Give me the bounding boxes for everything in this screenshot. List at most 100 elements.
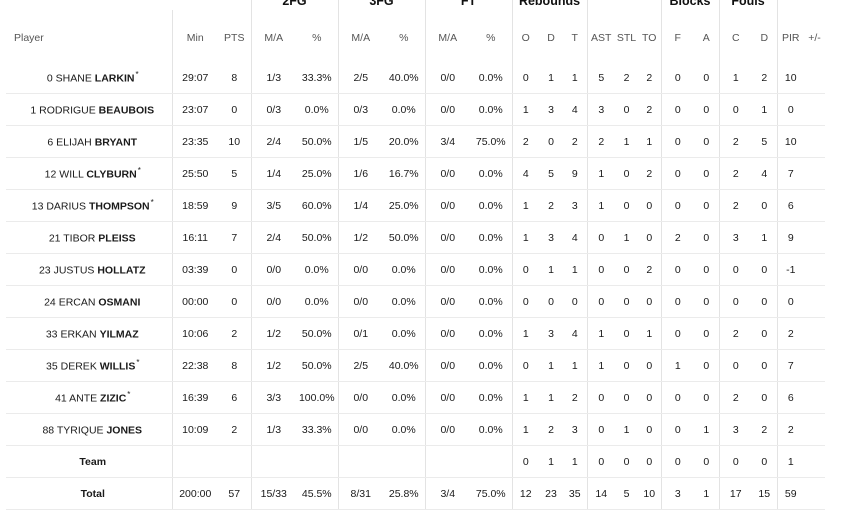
col-2fg-ma[interactable]: M/A <box>250 10 296 62</box>
cell-ft-ma: 0/0 <box>424 413 470 446</box>
player-cell[interactable]: 88 TYRIQUE JONES <box>6 413 172 446</box>
player-row[interactable]: 33 ERKAN YILMAZ 10:06 2 1/2 50.0% 0/1 0.0% 0/0 0… <box>6 317 825 350</box>
cell-blk-f: 0 <box>660 157 694 190</box>
cell-min: 10:09 <box>171 413 218 446</box>
player-first-name: ELIJAH <box>56 136 92 149</box>
player-cell[interactable]: 1 RODRIGUE BEAUBOIS <box>6 93 172 126</box>
cell-fg2-pct: 45.5% <box>296 477 338 510</box>
cell-ft-ma: 0/0 <box>424 189 470 222</box>
col-ft-pct[interactable]: % <box>486 32 496 44</box>
cell-to: 10 <box>638 477 661 510</box>
cell-fg2-pct: 50.0% <box>296 125 338 158</box>
col-ast[interactable]: AST <box>586 10 615 62</box>
player-row[interactable]: 12 WILL CLYBURN* 25:50 5 1/4 25.0% 1/6 16.7% 0/… <box>6 157 825 190</box>
player-cell[interactable]: 24 ERCAN OSMANI <box>6 285 172 318</box>
cell-pm <box>804 381 825 414</box>
cell-fg2-ma <box>250 445 296 478</box>
col-plus-minus[interactable]: +/- <box>808 32 821 44</box>
cell-foul-d: 5 <box>752 125 777 158</box>
player-cell[interactable]: 6 ELIJAH BRYANT <box>6 125 172 158</box>
col-foul-c[interactable]: C <box>718 10 752 62</box>
player-last-name: YILMAZ <box>99 328 139 341</box>
cell-min: 29:07 <box>171 62 218 94</box>
col-stl[interactable]: STL <box>616 32 637 44</box>
col-player[interactable]: Player <box>14 32 44 44</box>
player-cell[interactable]: 12 WILL CLYBURN* <box>6 157 172 190</box>
col-2fg-pct[interactable]: % <box>312 32 322 44</box>
cell-foul-d: 1 <box>752 221 777 254</box>
col-pir[interactable]: PIR <box>776 10 804 62</box>
col-pts[interactable]: PTS <box>224 32 245 44</box>
player-row[interactable]: 21 TIBOR PLEISS 16:11 7 2/4 50.0% 1/2 50.0% 0/0… <box>6 221 825 254</box>
cell-foul-c: 0 <box>718 93 752 126</box>
cell-blk-a: 0 <box>694 381 719 414</box>
cell-ast: 2 <box>586 125 615 158</box>
player-row[interactable]: 1 RODRIGUE BEAUBOIS 23:07 0 0/3 0.0% 0/3 0.0% 0… <box>6 93 825 126</box>
player-row[interactable]: 6 ELIJAH BRYANT 23:35 10 2/4 50.0% 1/5 20.0% 3/… <box>6 125 825 158</box>
player-first-name: DEREK <box>60 360 97 373</box>
col-ft-ma[interactable]: M/A <box>424 10 470 62</box>
cell-pm <box>804 349 825 382</box>
cell-ft-ma: 0/0 <box>424 253 470 286</box>
col-reb-d[interactable]: D <box>547 32 555 44</box>
box-score-body: 0 SHANE LARKIN* 29:07 8 1/3 33.3% 2/5 40.0% 0/0… <box>6 62 825 510</box>
cell-fg3-pct: 0.0% <box>383 381 425 414</box>
player-row[interactable]: 35 DEREK WILLIS* 22:38 8 1/2 50.0% 2/5 40.0% 0/… <box>6 349 825 382</box>
col-reb-o[interactable]: O <box>511 10 539 62</box>
player-row[interactable]: 24 ERCAN OSMANI 00:00 0 0/0 0.0% 0/0 0.0% 0/0 0.… <box>6 285 825 318</box>
col-foul-d[interactable]: D <box>760 32 769 44</box>
cell-ft-pct: 0.0% <box>470 413 512 446</box>
cell-pts: 2 <box>218 413 251 446</box>
col-3fg-ma[interactable]: M/A <box>337 10 383 62</box>
cell-t: 1 <box>563 62 587 94</box>
col-blk-f[interactable]: F <box>660 10 694 62</box>
cell-ast: 1 <box>586 317 615 350</box>
col-to[interactable]: TO <box>642 32 657 44</box>
col-blk-a[interactable]: A <box>702 32 710 44</box>
cell-min: 25:50 <box>171 157 218 190</box>
cell-o: 1 <box>511 413 539 446</box>
cell-o: 0 <box>511 62 539 94</box>
player-cell[interactable]: 13 DARIUS THOMPSON* <box>6 189 172 222</box>
player-cell[interactable]: 41 ANTE ZIZIC* <box>6 381 172 414</box>
cell-ft-ma: 0/0 <box>424 93 470 126</box>
player-cell[interactable]: 21 TIBOR PLEISS <box>6 221 172 254</box>
player-cell[interactable]: 0 SHANE LARKIN* <box>6 62 172 94</box>
cell-min: 23:07 <box>171 93 218 126</box>
player-first-name: TYRIQUE <box>56 424 104 437</box>
cell-ft-pct: 0.0% <box>470 93 512 126</box>
cell-t: 35 <box>563 477 587 510</box>
cell-o: 2 <box>511 125 539 158</box>
player-cell[interactable]: 35 DEREK WILLIS* <box>6 349 172 382</box>
col-reb-t[interactable]: T <box>571 32 578 44</box>
cell-foul-c: 3 <box>718 221 752 254</box>
cell-to: 2 <box>638 157 661 190</box>
col-min[interactable]: Min <box>171 10 218 62</box>
cell-foul-c: 0 <box>718 253 752 286</box>
cell-pts: 2 <box>218 317 251 350</box>
cell-blk-a: 0 <box>694 445 719 478</box>
cell-ft-ma: 0/0 <box>424 349 470 382</box>
cell-foul-d: 0 <box>752 349 777 382</box>
player-row[interactable]: 88 TYRIQUE JONES 10:09 2 1/3 33.3% 0/0 0.0% 0/0… <box>6 413 825 446</box>
cell-fg3-pct: 20.0% <box>383 125 425 158</box>
cell-d: 2 <box>539 189 563 222</box>
cell-pm <box>804 62 825 94</box>
player-row[interactable]: 23 JUSTUS HOLLATZ 03:39 0 0/0 0.0% 0/0 0.0% 0/0… <box>6 253 825 286</box>
player-row[interactable]: 0 SHANE LARKIN* 29:07 8 1/3 33.3% 2/5 40.0% 0/0… <box>6 62 825 94</box>
player-row[interactable]: 13 DARIUS THOMPSON* 18:59 9 3/5 60.0% 1/4 25.0… <box>6 189 825 222</box>
cell-ft-pct: 0.0% <box>470 62 512 94</box>
cell-fg3-pct: 40.0% <box>383 349 425 382</box>
cell-ft-pct: 0.0% <box>470 381 512 414</box>
cell-blk-a: 1 <box>694 477 719 510</box>
cell-fg3-pct: 0.0% <box>383 413 425 446</box>
col-3fg-pct[interactable]: % <box>399 32 409 44</box>
cell-fg3-ma: 2/5 <box>337 62 383 94</box>
cell-stl: 2 <box>615 62 638 94</box>
player-cell[interactable]: 23 JUSTUS HOLLATZ <box>6 253 172 286</box>
cell-pm <box>804 445 825 478</box>
cell-foul-d: 0 <box>752 317 777 350</box>
player-row[interactable]: 41 ANTE ZIZIC* 16:39 6 3/3 100.0% 0/0 0.0% 0/0 0… <box>6 381 825 414</box>
player-cell[interactable]: 33 ERKAN YILMAZ <box>6 317 172 350</box>
starter-marker: * <box>135 70 139 80</box>
